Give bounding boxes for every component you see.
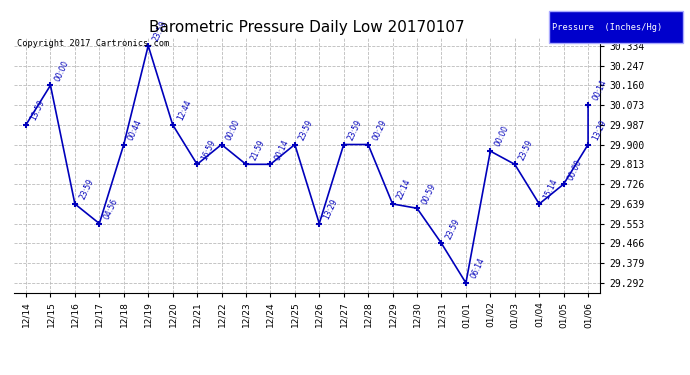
Text: 21:59: 21:59 <box>248 138 266 162</box>
Text: 00:29: 00:29 <box>371 118 388 142</box>
Text: 00:59: 00:59 <box>420 182 437 206</box>
Text: 13:29: 13:29 <box>322 197 339 221</box>
Text: 15:14: 15:14 <box>542 178 560 201</box>
Text: 23:59: 23:59 <box>151 19 168 43</box>
Text: 23:59: 23:59 <box>518 138 535 162</box>
Text: 00:00: 00:00 <box>224 118 241 142</box>
Text: 12:44: 12:44 <box>175 98 193 122</box>
Text: 04:56: 04:56 <box>102 197 119 221</box>
Text: 00:14: 00:14 <box>591 79 609 102</box>
Title: Barometric Pressure Daily Low 20170107: Barometric Pressure Daily Low 20170107 <box>149 20 465 35</box>
Text: 23:59: 23:59 <box>78 177 95 201</box>
Text: 16:59: 16:59 <box>200 138 217 162</box>
Text: Pressure  (Inches/Hg): Pressure (Inches/Hg) <box>552 22 662 32</box>
Text: 23:59: 23:59 <box>346 118 364 142</box>
Text: 00:44: 00:44 <box>126 118 144 142</box>
Text: 22:14: 22:14 <box>395 178 413 201</box>
Text: 06:14: 06:14 <box>469 256 486 280</box>
Text: 00:00: 00:00 <box>493 124 511 148</box>
Text: 23:59: 23:59 <box>444 217 462 240</box>
Text: 00:00: 00:00 <box>53 59 70 82</box>
Text: 13:59: 13:59 <box>29 98 46 122</box>
Text: Copyright 2017 Cartronics.com: Copyright 2017 Cartronics.com <box>17 39 170 48</box>
Text: 00:00: 00:00 <box>566 158 584 182</box>
Text: 00:14: 00:14 <box>273 138 290 162</box>
Text: 13:29: 13:29 <box>591 118 608 142</box>
Text: 23:59: 23:59 <box>297 118 315 142</box>
